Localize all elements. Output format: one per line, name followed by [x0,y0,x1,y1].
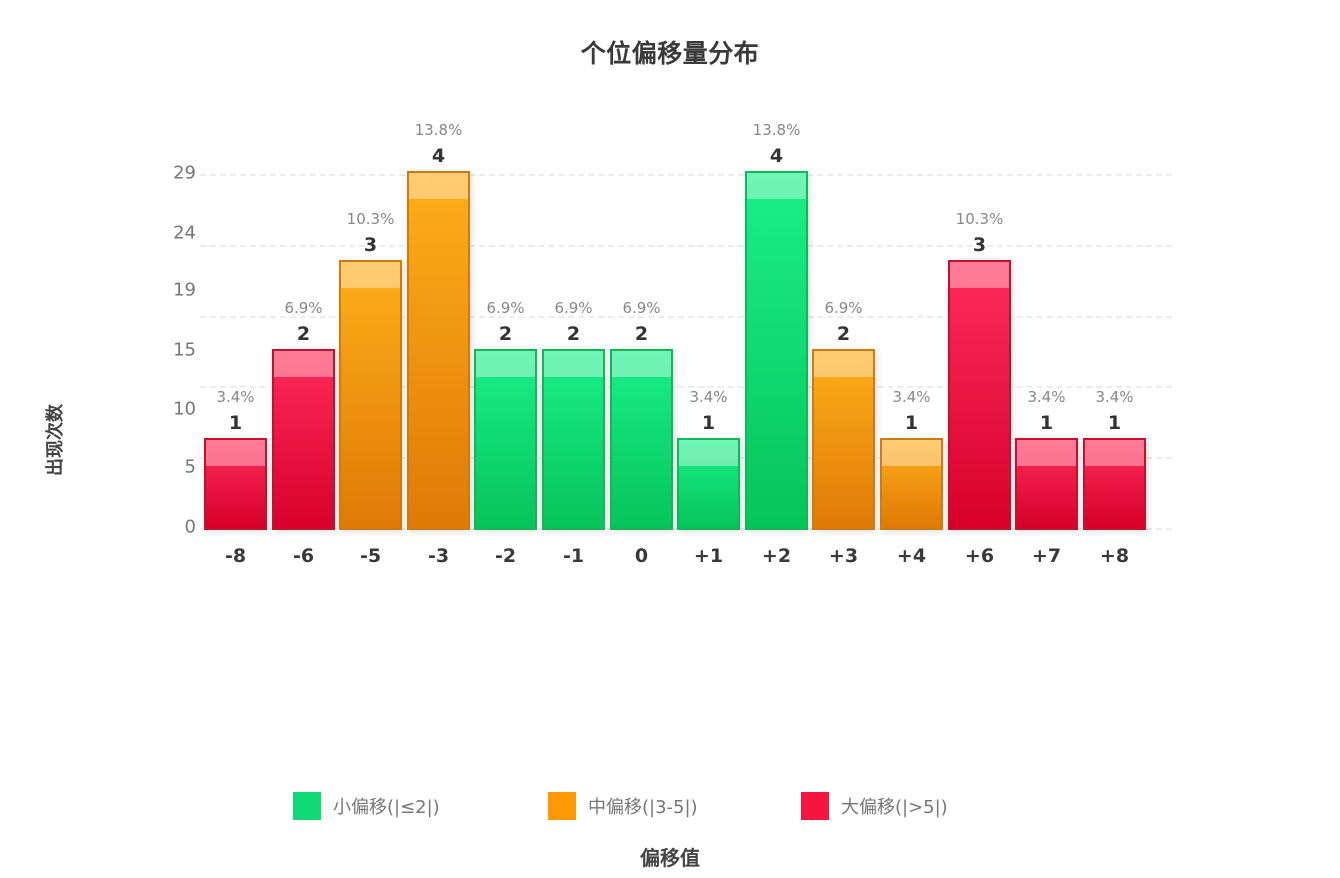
bar-percent-label: 3.4% [892,388,931,406]
bar-percent-label: 6.9% [284,299,323,317]
bar-highlight [1085,440,1144,466]
chart-title: 个位偏移量分布 [580,39,760,68]
bar-percent-label: 13.8% [752,121,801,139]
legend-label-large: 大偏移(|>5|) [841,797,948,818]
bar-value-label: 3 [363,234,378,256]
bar--1[interactable] [542,349,605,530]
legend-swatch-mid [548,792,576,820]
bar-highlight [814,351,873,377]
y-tick-label: 19 [173,279,196,301]
gridline [200,174,1172,176]
bar-percent-label: 6.9% [622,299,661,317]
bar-highlight [679,440,738,466]
bar-percent-label: 6.9% [554,299,593,317]
bar--5[interactable] [339,260,402,530]
bar--8[interactable] [204,438,267,530]
bar-highlight [274,351,333,377]
bar-value-label: 1 [228,412,243,434]
bar-percent-label: 3.4% [689,388,728,406]
bar-+3[interactable] [812,349,875,530]
bar-value-label: 4 [431,145,446,167]
gridline [200,316,1172,318]
bar-highlight [544,351,603,377]
bar-percent-label: 6.9% [486,299,525,317]
bar-highlight [1017,440,1076,466]
bar-value-label: 2 [634,323,649,345]
bar-value-label: 2 [498,323,513,345]
bar-highlight [747,173,806,199]
x-tick-label: -1 [562,545,585,567]
y-tick-label: 5 [184,456,196,478]
gridline [200,386,1172,388]
bar-percent-label: 13.8% [414,121,463,139]
legend-swatch-small [293,792,321,820]
legend-label-mid: 中偏移(|3-5|) [588,797,698,818]
bar-percent-label: 6.9% [824,299,863,317]
y-tick-label: 29 [173,162,196,184]
x-tick-label: +7 [1031,545,1062,567]
bar--6[interactable] [272,349,335,530]
y-axis-label: 出现次数 [45,404,66,476]
x-tick-label: 0 [634,545,649,567]
x-tick-label: -6 [292,545,315,567]
bar-highlight [341,262,400,288]
x-tick-label: +4 [896,545,927,567]
legend-item-mid[interactable]: 中偏移(|3-5|) [548,792,698,820]
x-axis-label: 偏移值 [640,846,700,870]
y-tick-label: 15 [173,339,196,361]
bar-value-label: 2 [296,323,311,345]
x-tick-label: +6 [964,545,995,567]
legend-item-small[interactable]: 小偏移(|≤2|) [293,792,440,820]
y-tick-label: 24 [173,222,196,244]
bar-value-label: 1 [1107,412,1122,434]
x-tick-label: +3 [828,545,859,567]
x-tick-label: -5 [359,545,382,567]
bar-percent-label: 3.4% [216,388,255,406]
bar-highlight [882,440,941,466]
legend-swatch-large [801,792,829,820]
bar--2[interactable] [474,349,537,530]
bar-highlight [950,262,1009,288]
x-tick-label: +8 [1099,545,1130,567]
bar-value-label: 2 [836,323,851,345]
bar-value-label: 3 [972,234,987,256]
bar-percent-label: 3.4% [1095,388,1134,406]
x-tick-label: +2 [761,545,792,567]
bar-highlight [409,173,468,199]
bar-+7[interactable] [1015,438,1078,530]
gridline [200,245,1172,247]
x-tick-label: +1 [693,545,724,567]
x-tick-label: -3 [427,545,450,567]
y-tick-label: 0 [184,516,196,538]
bar-highlight [206,440,265,466]
bar-percent-label: 3.4% [1027,388,1066,406]
y-tick-label: 10 [173,398,196,420]
bar-+6[interactable] [948,260,1011,530]
bar-+1[interactable] [677,438,740,530]
bar-highlight [612,351,671,377]
bar-+4[interactable] [880,438,943,530]
bar-highlight [476,351,535,377]
bar-0[interactable] [610,349,673,530]
bar-value-label: 2 [566,323,581,345]
bar-percent-label: 10.3% [955,210,1004,228]
legend-item-large[interactable]: 大偏移(|>5|) [801,792,948,820]
bar-+2[interactable] [745,171,808,530]
legend: 小偏移(|≤2|) 中偏移(|3-5|) 大偏移(|>5|) [0,792,1340,822]
bar-value-label: 4 [769,145,784,167]
bar-value-label: 1 [1039,412,1054,434]
bar-value-label: 1 [701,412,716,434]
bar-percent-label: 10.3% [346,210,395,228]
bar-value-label: 1 [904,412,919,434]
legend-label-small: 小偏移(|≤2|) [333,797,440,818]
x-tick-label: -8 [224,545,247,567]
bar-+8[interactable] [1083,438,1146,530]
x-tick-label: -2 [494,545,517,567]
bar--3[interactable] [407,171,470,530]
